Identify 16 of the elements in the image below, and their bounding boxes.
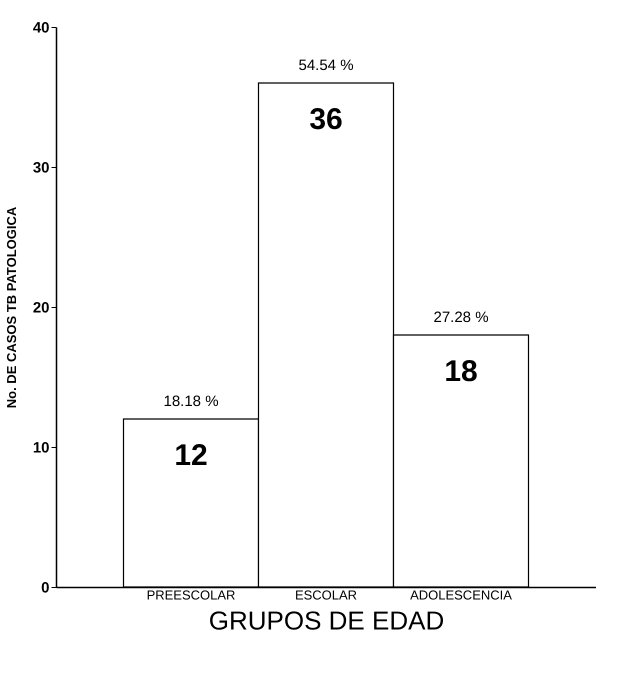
annotation: 27.28 % (433, 309, 489, 326)
y-tick-label: 10 (32, 440, 50, 456)
x-tick-label: ESCOLAR (294, 588, 358, 602)
x-tick-label: ADOLESCENCIA (410, 588, 512, 602)
data-label: 36 (309, 103, 343, 136)
y-tick-label: 20 (32, 300, 50, 316)
y-tick-label: 30 (32, 160, 50, 176)
x-tick-label: PREESCOLAR (146, 588, 236, 602)
data-label: 18 (444, 355, 478, 388)
data-label: 12 (174, 439, 208, 472)
x-axis-title: GRUPOS DE EDAD (208, 606, 444, 636)
annotation: 54.54 % (298, 57, 354, 74)
y-tick-label: 0 (41, 580, 50, 596)
y-axis-title: No. DE CASOS TB PATOLOGICA (4, 206, 19, 408)
annotation: 18.18 % (163, 393, 219, 410)
y-tick-label: 40 (32, 20, 50, 36)
